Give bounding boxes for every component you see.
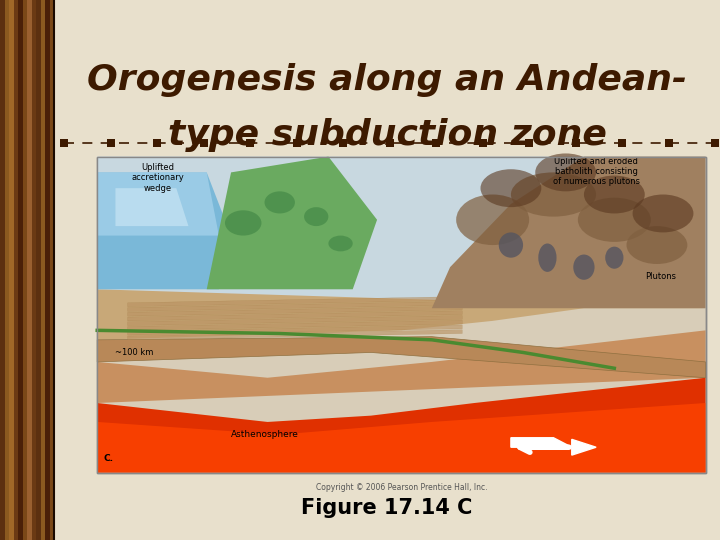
Bar	[36, 0, 40, 540]
Polygon shape	[207, 157, 377, 289]
Bar	[665, 139, 672, 147]
Text: Uplifted
accretionary
wedge: Uplifted accretionary wedge	[132, 163, 184, 193]
Bar	[199, 139, 207, 147]
Bar	[572, 139, 580, 147]
Ellipse shape	[480, 169, 541, 207]
Ellipse shape	[606, 247, 624, 269]
Polygon shape	[97, 157, 706, 308]
Polygon shape	[127, 315, 462, 326]
Bar	[246, 139, 254, 147]
Bar	[9, 0, 14, 540]
Ellipse shape	[578, 198, 651, 242]
Polygon shape	[127, 310, 462, 321]
Bar	[432, 139, 440, 147]
Polygon shape	[127, 306, 462, 316]
Polygon shape	[511, 438, 572, 447]
Polygon shape	[97, 403, 706, 472]
Ellipse shape	[535, 153, 596, 191]
Ellipse shape	[633, 194, 693, 232]
Text: Orogenesis along an Andean-: Orogenesis along an Andean-	[87, 63, 687, 97]
Bar	[525, 139, 533, 147]
Bar	[339, 139, 347, 147]
Polygon shape	[97, 172, 231, 289]
Ellipse shape	[511, 172, 596, 217]
Bar	[40, 0, 45, 540]
Polygon shape	[97, 330, 706, 403]
Polygon shape	[97, 172, 219, 235]
Polygon shape	[127, 330, 462, 340]
Ellipse shape	[584, 176, 645, 213]
Polygon shape	[127, 325, 462, 335]
Bar	[385, 139, 394, 147]
Bar	[711, 139, 719, 147]
Ellipse shape	[328, 235, 353, 252]
Polygon shape	[97, 276, 706, 340]
Polygon shape	[127, 320, 462, 330]
Polygon shape	[572, 440, 596, 455]
Polygon shape	[97, 336, 706, 378]
Ellipse shape	[573, 254, 595, 280]
Bar	[153, 139, 161, 147]
Bar	[45, 0, 50, 540]
Text: Asthenosphere: Asthenosphere	[231, 430, 299, 439]
Bar	[479, 139, 487, 147]
Polygon shape	[115, 188, 189, 226]
Bar	[107, 139, 114, 147]
Bar	[618, 139, 626, 147]
Bar	[0, 0, 4, 540]
Bar	[27, 0, 32, 540]
Bar	[97, 157, 706, 472]
Text: C.: C.	[103, 454, 113, 463]
Bar	[14, 0, 18, 540]
Bar	[4, 0, 9, 540]
Ellipse shape	[225, 210, 261, 235]
Bar	[18, 0, 22, 540]
Text: Plutons: Plutons	[645, 272, 676, 281]
Bar	[22, 0, 27, 540]
Polygon shape	[97, 378, 706, 472]
Bar	[292, 139, 300, 147]
Ellipse shape	[264, 191, 295, 213]
Polygon shape	[127, 296, 462, 307]
Ellipse shape	[626, 226, 688, 264]
Ellipse shape	[499, 232, 523, 258]
Text: Copyright © 2006 Pearson Prentice Hall, Inc.: Copyright © 2006 Pearson Prentice Hall, …	[315, 483, 487, 491]
Text: Uplifted and eroded
batholith consisting
of numerous plutons: Uplifted and eroded batholith consisting…	[552, 157, 639, 186]
Ellipse shape	[539, 244, 557, 272]
Bar	[60, 139, 68, 147]
Bar	[32, 0, 36, 540]
Bar	[50, 0, 54, 540]
Ellipse shape	[304, 207, 328, 226]
Ellipse shape	[456, 194, 529, 245]
Polygon shape	[432, 157, 706, 308]
Text: type subduction zone: type subduction zone	[168, 118, 606, 152]
Polygon shape	[127, 301, 462, 312]
Text: ~100 km: ~100 km	[115, 348, 154, 357]
Bar	[97, 157, 706, 472]
Text: Figure 17.14 C: Figure 17.14 C	[301, 497, 473, 518]
